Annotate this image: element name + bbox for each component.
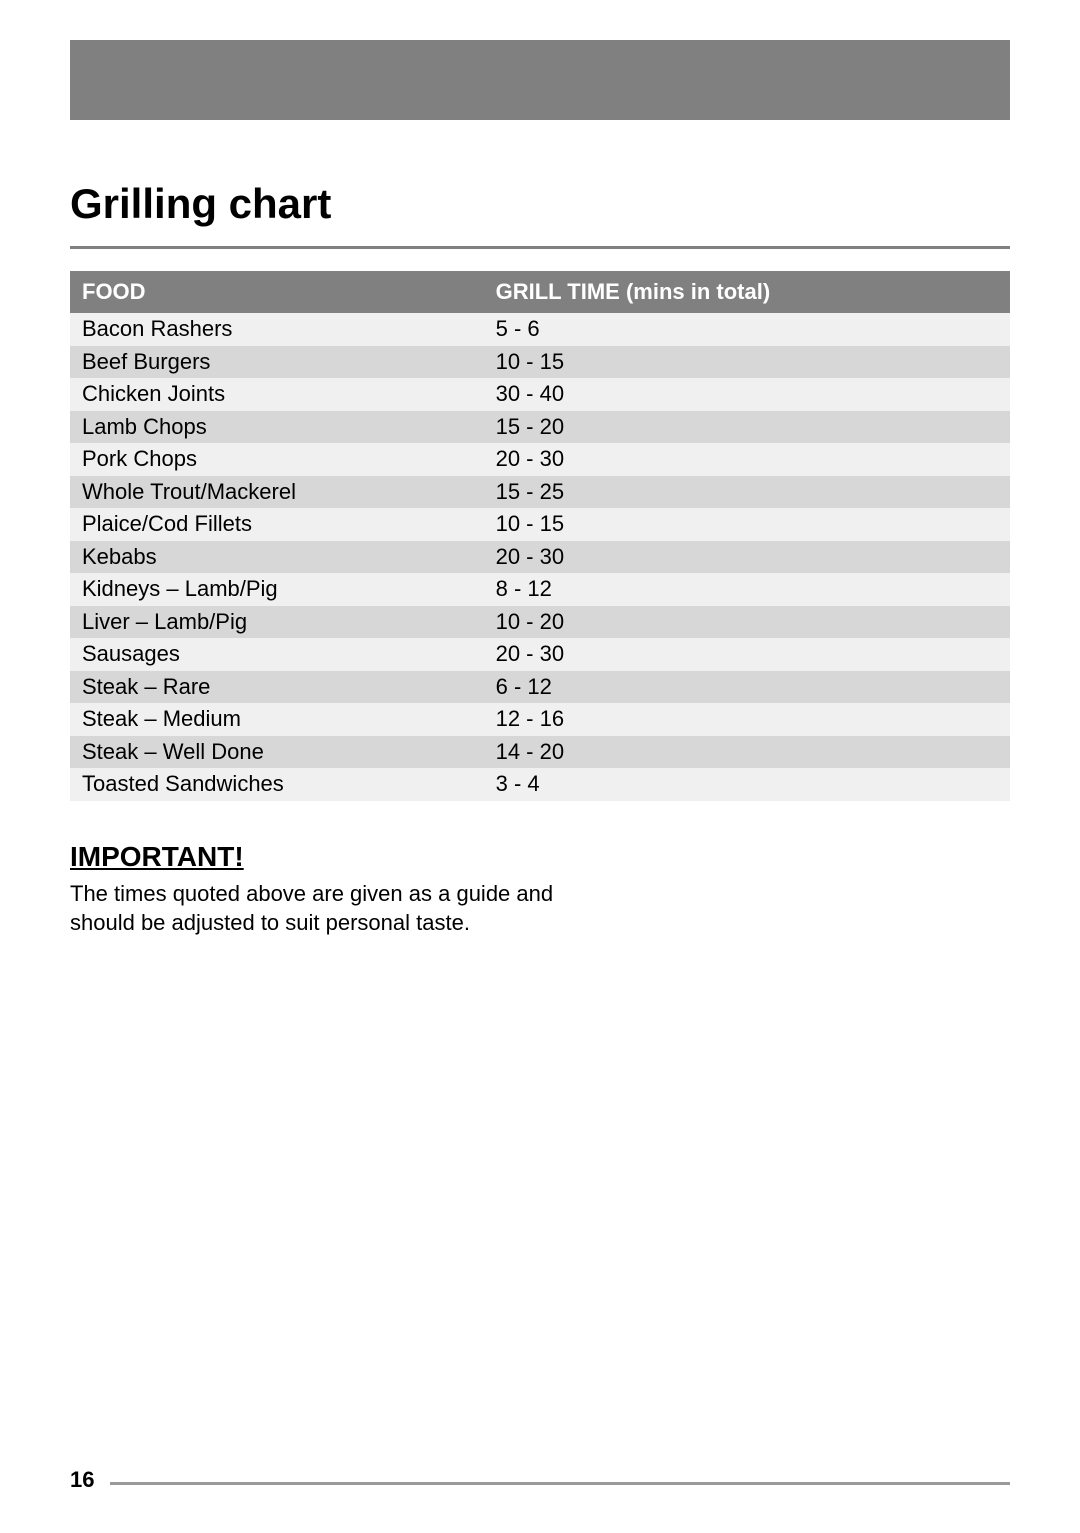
important-text: The times quoted above are given as a gu… — [70, 879, 590, 938]
food-cell: Beef Burgers — [70, 346, 484, 379]
time-cell: 8 - 12 — [484, 573, 1010, 606]
important-heading: IMPORTANT! — [70, 841, 590, 873]
header-band — [70, 40, 1010, 120]
table-row: Bacon Rashers5 - 6 — [70, 313, 1010, 346]
table-row: Plaice/Cod Fillets10 - 15 — [70, 508, 1010, 541]
time-cell: 3 - 4 — [484, 768, 1010, 801]
col-header-food: FOOD — [70, 271, 484, 313]
grilling-table: FOOD GRILL TIME (mins in total) Bacon Ra… — [70, 271, 1010, 801]
table-row: Beef Burgers10 - 15 — [70, 346, 1010, 379]
table-row: Sausages20 - 30 — [70, 638, 1010, 671]
food-cell: Chicken Joints — [70, 378, 484, 411]
page: Grilling chart FOOD GRILL TIME (mins in … — [0, 0, 1080, 1533]
time-cell: 10 - 20 — [484, 606, 1010, 639]
time-cell: 14 - 20 — [484, 736, 1010, 769]
table-row: Pork Chops20 - 30 — [70, 443, 1010, 476]
table-row: Lamb Chops15 - 20 — [70, 411, 1010, 444]
food-cell: Steak – Rare — [70, 671, 484, 704]
table-row: Steak – Well Done14 - 20 — [70, 736, 1010, 769]
table-header-row: FOOD GRILL TIME (mins in total) — [70, 271, 1010, 313]
time-cell: 20 - 30 — [484, 541, 1010, 574]
table-row: Steak – Medium12 - 16 — [70, 703, 1010, 736]
time-cell: 5 - 6 — [484, 313, 1010, 346]
time-cell: 6 - 12 — [484, 671, 1010, 704]
time-cell: 12 - 16 — [484, 703, 1010, 736]
time-cell: 10 - 15 — [484, 346, 1010, 379]
table-row: Liver – Lamb/Pig10 - 20 — [70, 606, 1010, 639]
page-title: Grilling chart — [70, 180, 1010, 228]
table-row: Toasted Sandwiches3 - 4 — [70, 768, 1010, 801]
time-cell: 15 - 20 — [484, 411, 1010, 444]
table-row: Kebabs20 - 30 — [70, 541, 1010, 574]
time-cell: 30 - 40 — [484, 378, 1010, 411]
important-block: IMPORTANT! The times quoted above are gi… — [70, 841, 590, 938]
food-cell: Steak – Medium — [70, 703, 484, 736]
food-cell: Liver – Lamb/Pig — [70, 606, 484, 639]
table-row: Whole Trout/Mackerel15 - 25 — [70, 476, 1010, 509]
food-cell: Whole Trout/Mackerel — [70, 476, 484, 509]
table-row: Kidneys – Lamb/Pig8 - 12 — [70, 573, 1010, 606]
food-cell: Lamb Chops — [70, 411, 484, 444]
title-rule — [70, 246, 1010, 249]
food-cell: Bacon Rashers — [70, 313, 484, 346]
table-row: Steak – Rare6 - 12 — [70, 671, 1010, 704]
food-cell: Plaice/Cod Fillets — [70, 508, 484, 541]
time-cell: 15 - 25 — [484, 476, 1010, 509]
page-number: 16 — [70, 1467, 94, 1493]
food-cell: Toasted Sandwiches — [70, 768, 484, 801]
time-cell: 20 - 30 — [484, 443, 1010, 476]
food-cell: Kidneys – Lamb/Pig — [70, 573, 484, 606]
time-cell: 10 - 15 — [484, 508, 1010, 541]
col-header-time: GRILL TIME (mins in total) — [484, 271, 1010, 313]
table-row: Chicken Joints30 - 40 — [70, 378, 1010, 411]
time-cell: 20 - 30 — [484, 638, 1010, 671]
food-cell: Steak – Well Done — [70, 736, 484, 769]
food-cell: Pork Chops — [70, 443, 484, 476]
food-cell: Sausages — [70, 638, 484, 671]
food-cell: Kebabs — [70, 541, 484, 574]
footer-rule — [110, 1482, 1010, 1485]
